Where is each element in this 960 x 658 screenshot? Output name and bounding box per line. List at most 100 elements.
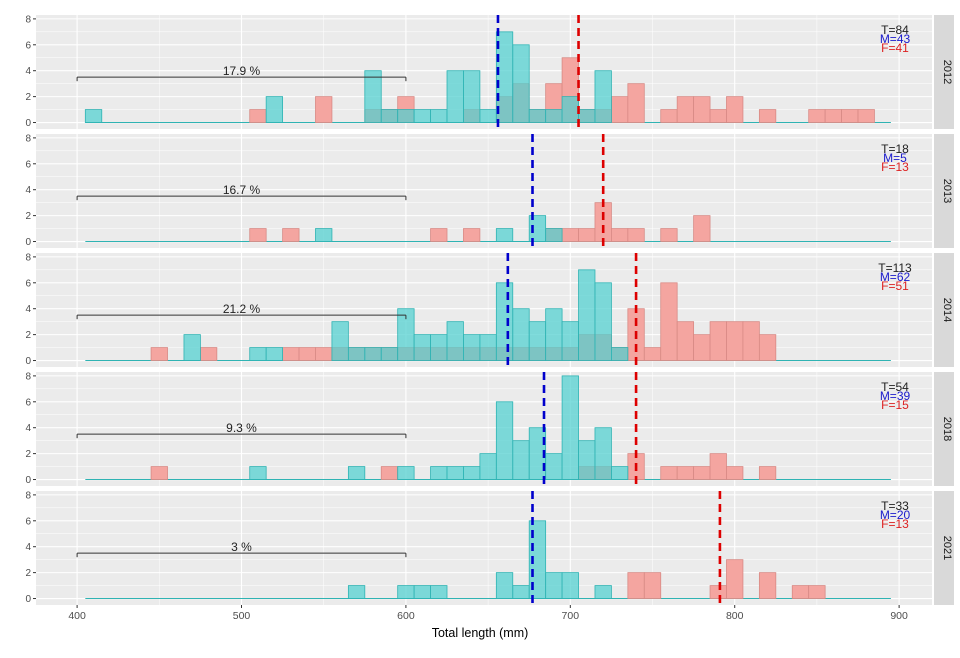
y-tick-label: 6 <box>25 40 31 51</box>
female-bar <box>315 347 333 361</box>
percent-label: 3 % <box>231 540 252 554</box>
male-bar <box>397 466 415 480</box>
male-bar <box>347 585 366 599</box>
total-count-label: T=33 <box>881 499 909 513</box>
female-bar <box>627 572 645 599</box>
y-tick-label: 6 <box>25 397 31 408</box>
facet-strip <box>934 134 954 248</box>
female-bar <box>627 83 645 123</box>
male-bar <box>84 109 103 123</box>
male-bar <box>364 347 382 361</box>
female-bar <box>249 228 267 242</box>
male-bar <box>430 109 448 123</box>
facet-strip-label: 2012 <box>941 60 953 84</box>
female-bar <box>841 109 859 123</box>
male-bar <box>183 334 201 361</box>
male-bar <box>265 347 284 361</box>
female-bar <box>463 228 481 242</box>
male-bar <box>479 453 497 480</box>
female-bar <box>857 109 875 123</box>
male-bar <box>512 585 530 599</box>
male-bar <box>413 334 431 361</box>
female-bar <box>249 109 267 123</box>
y-tick-label: 2 <box>25 92 31 103</box>
male-count-label: M=5 <box>883 151 907 165</box>
male-bar <box>545 308 563 361</box>
male-bar <box>265 96 284 123</box>
female-bar <box>791 585 810 599</box>
female-bar <box>726 466 744 480</box>
female-bar <box>808 585 826 599</box>
male-bar <box>446 466 464 480</box>
male-bar <box>380 347 399 361</box>
female-count-label: F=51 <box>881 279 909 293</box>
male-bar <box>495 572 514 599</box>
female-bar <box>150 347 168 361</box>
male-bar <box>528 520 547 599</box>
y-tick-label: 6 <box>25 516 31 527</box>
percent-label: 21.2 % <box>223 302 261 316</box>
y-tick-label: 4 <box>25 304 31 315</box>
x-tick-label: 500 <box>233 610 251 622</box>
male-bar <box>430 334 448 361</box>
y-tick-label: 4 <box>25 423 31 434</box>
male-bar <box>315 228 333 242</box>
y-tick-label: 8 <box>25 490 31 501</box>
male-bar <box>561 572 579 599</box>
male-bar <box>561 375 579 480</box>
male-bar <box>249 347 267 361</box>
x-tick-label: 800 <box>726 610 744 622</box>
facet-strip-label: 2018 <box>941 417 953 441</box>
y-tick-label: 6 <box>25 159 31 170</box>
male-bar <box>578 440 596 480</box>
x-tick-label: 400 <box>68 610 86 622</box>
male-bar <box>413 109 431 123</box>
total-count-label: T=18 <box>881 142 909 156</box>
female-bar <box>660 466 678 480</box>
male-bar <box>446 321 464 361</box>
female-bar <box>726 96 744 123</box>
facet-strip <box>934 15 954 129</box>
male-bar <box>611 347 629 361</box>
female-bar <box>660 282 678 361</box>
male-bar <box>397 109 415 123</box>
female-count-label: F=15 <box>881 398 909 412</box>
male-bar <box>545 228 563 242</box>
panel-2012: 17.9 % T=84M=43F=41 0 2 4 6 8 2012 <box>25 14 954 129</box>
female-bar <box>824 109 842 123</box>
male-bar <box>463 70 481 123</box>
female-count-label: F=13 <box>881 517 909 531</box>
female-bar <box>611 96 629 123</box>
female-bar <box>676 321 695 361</box>
male-bar <box>495 282 514 361</box>
male-count-label: M=20 <box>880 508 911 522</box>
panel-background <box>36 491 932 605</box>
female-bar <box>430 228 448 242</box>
male-bar <box>561 96 579 123</box>
percent-label: 17.9 % <box>223 64 261 78</box>
female-bar <box>709 109 727 123</box>
facet-strip-label: 2013 <box>941 179 953 203</box>
female-bar <box>758 334 777 361</box>
x-tick-label: 600 <box>397 610 415 622</box>
male-bar <box>430 585 448 599</box>
male-bar <box>430 466 448 480</box>
female-bar <box>693 96 711 123</box>
percent-label: 9.3 % <box>226 421 257 435</box>
male-bar <box>397 585 415 599</box>
female-bar <box>282 228 300 242</box>
female-bar <box>709 453 727 480</box>
y-tick-label: 4 <box>25 185 31 196</box>
female-bar <box>298 347 316 361</box>
panel-background <box>36 134 932 248</box>
male-bar <box>495 228 514 242</box>
y-tick-label: 0 <box>25 118 31 129</box>
female-bar <box>150 466 168 480</box>
percent-label: 16.7 % <box>223 183 261 197</box>
male-bar <box>611 466 629 480</box>
female-bar <box>200 347 218 361</box>
male-bar <box>479 109 497 123</box>
male-bar <box>512 440 530 480</box>
